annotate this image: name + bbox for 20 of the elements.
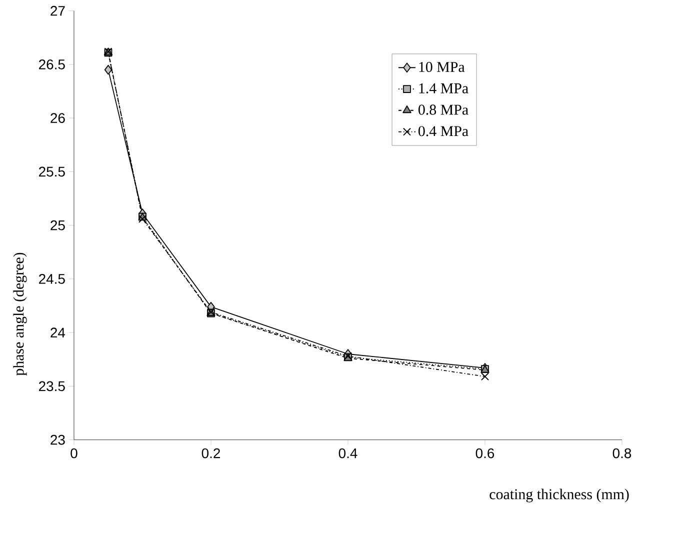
y-tick-label: 24.5: [39, 274, 65, 284]
x-tick-label: 0.4: [338, 448, 358, 458]
y-tick-label: 26: [50, 113, 65, 124]
y-tick-label: 23.5: [39, 381, 65, 392]
x-axis-title: coating thickness (mm): [490, 488, 629, 502]
y-tick-label: 26.5: [39, 59, 65, 70]
x-tick-label: 0.6: [476, 448, 494, 458]
y-tick-label: 27: [50, 6, 65, 16]
y-tick-label: 24: [50, 328, 66, 338]
legend-label: 0.4 MPa: [418, 126, 468, 136]
y-tick-label: 25.5: [39, 166, 65, 177]
x-tick-label: 0.2: [202, 448, 220, 458]
y-axis-title: phase angle (degree): [13, 252, 27, 376]
legend-label: 0.8 MPa: [418, 104, 468, 115]
y-tick-label: 23: [50, 434, 65, 445]
x-tick-label: 0.8: [612, 448, 632, 458]
legend-label: 1.4 MPa: [419, 83, 468, 94]
x-tick-label: 0: [70, 448, 78, 458]
legend-label: 10 MPa: [419, 62, 465, 72]
y-tick-label: 25: [50, 220, 65, 230]
